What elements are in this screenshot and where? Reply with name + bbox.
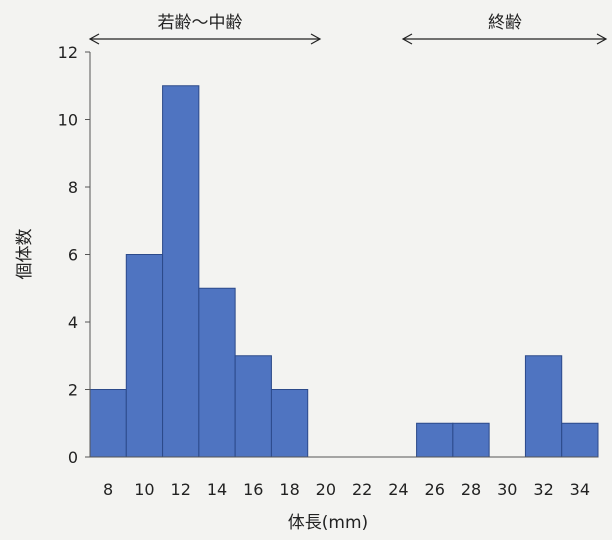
y-tick-label: 10 — [58, 111, 78, 130]
right-arrowhead-icon — [596, 33, 608, 45]
x-tick-label: 16 — [243, 480, 263, 499]
bar-34 — [561, 422, 599, 458]
y-axis-label: 個体数 — [15, 229, 35, 280]
x-tick-label: 32 — [533, 480, 553, 499]
y-tick-labels: 0 2 4 6 8 10 12 — [58, 43, 90, 467]
bar-16 — [234, 355, 272, 458]
annotation-group: 若齢〜中齢 終齢 — [88, 13, 608, 45]
bar-18 — [270, 389, 309, 458]
bar-26 — [416, 422, 454, 458]
bar-32 — [524, 355, 563, 458]
range-annotation: 終齢 — [401, 13, 608, 45]
x-tick-label: 10 — [134, 480, 154, 499]
x-tick-label: 28 — [461, 480, 481, 499]
bar-14 — [198, 287, 236, 458]
x-tick-label: 18 — [279, 480, 299, 499]
x-tick-labels: 8 10 12 14 16 18 20 22 24 26 28 30 32 34 — [103, 480, 590, 499]
left-arrowhead-icon — [401, 33, 413, 45]
annotation-label: 終齢 — [488, 13, 522, 33]
x-tick-label: 22 — [352, 480, 372, 499]
x-tick-label: 34 — [570, 480, 590, 499]
x-tick-label: 24 — [388, 480, 408, 499]
bar-10 — [125, 254, 164, 458]
x-tick-label: 20 — [316, 480, 336, 499]
x-tick-label: 30 — [497, 480, 517, 499]
x-axis-label: 体長(mm) — [288, 513, 368, 533]
bar-12 — [162, 85, 200, 458]
x-tick-label: 14 — [207, 480, 227, 499]
annotation-label: 若齢〜中齢 — [158, 13, 243, 33]
y-tick-label: 6 — [68, 246, 78, 265]
x-tick-label: 26 — [425, 480, 445, 499]
right-arrowhead-icon — [310, 33, 322, 45]
x-tick-label: 12 — [171, 480, 191, 499]
y-tick-label: 12 — [58, 43, 78, 62]
x-tick-label: 8 — [103, 480, 113, 499]
y-tick-label: 2 — [68, 381, 78, 400]
bar-8 — [89, 389, 127, 458]
y-tick-label: 8 — [68, 178, 78, 197]
left-arrowhead-icon — [88, 33, 100, 45]
y-tick-label: 0 — [68, 448, 78, 467]
bar-28 — [452, 422, 490, 458]
range-annotation: 若齢〜中齢 — [88, 13, 322, 45]
y-tick-label: 4 — [68, 313, 78, 332]
bar-group — [89, 85, 599, 458]
